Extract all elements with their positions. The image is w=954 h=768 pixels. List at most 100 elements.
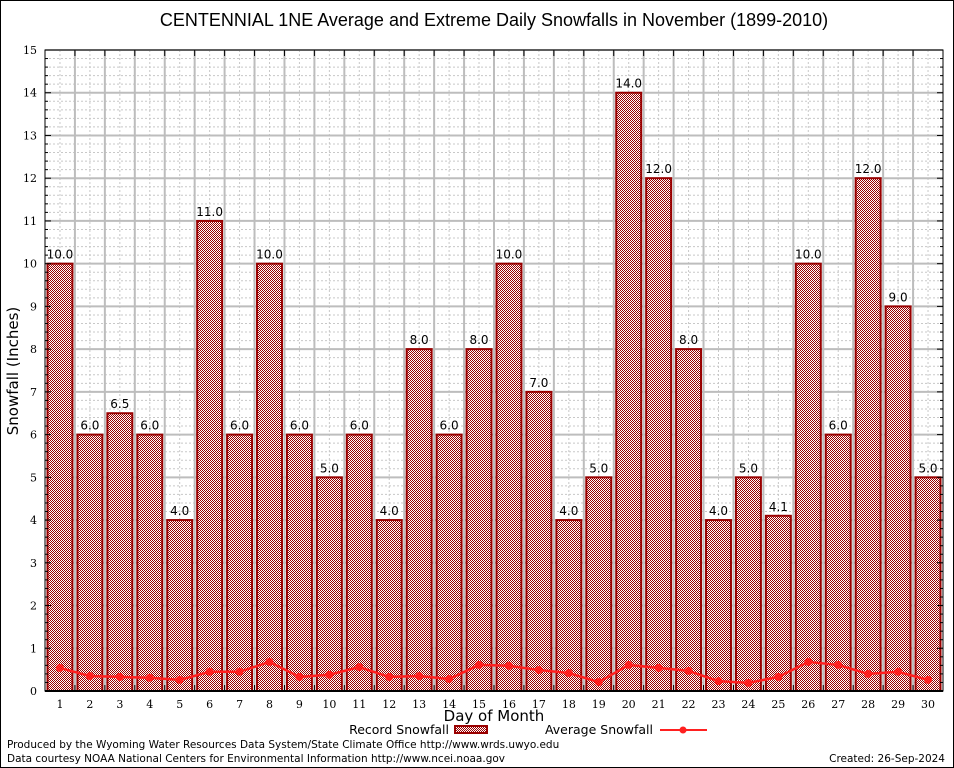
y-tick-label: 11 xyxy=(23,215,37,228)
bar-label-day-13: 8.0 xyxy=(410,333,429,347)
bar-label-day-7: 6.0 xyxy=(230,419,249,433)
average-line xyxy=(55,657,933,687)
bar-label-day-3: 6.5 xyxy=(110,397,129,411)
bar-record-day-21 xyxy=(645,177,673,692)
bar-record-day-30 xyxy=(914,476,942,693)
bar-label-day-8: 10.0 xyxy=(256,248,283,262)
average-point-day-20 xyxy=(624,660,633,669)
x-tick-label: 6 xyxy=(206,698,213,711)
bar-label-day-26: 10.0 xyxy=(795,248,822,262)
average-point-day-4 xyxy=(145,673,154,682)
y-tick-label: 3 xyxy=(30,557,37,570)
bar-label-day-20: 14.0 xyxy=(615,77,642,91)
x-tick-label: 14 xyxy=(442,698,456,711)
x-tick-label: 21 xyxy=(652,698,666,711)
legend: Record Snowfall Average Snowfall xyxy=(349,722,707,737)
bar-record-day-10 xyxy=(315,476,343,693)
average-snowfall-line xyxy=(59,660,929,685)
average-point-day-22 xyxy=(684,666,693,675)
average-point-day-27 xyxy=(834,660,843,669)
bar-label-day-11: 6.0 xyxy=(350,419,369,433)
bar-label-day-29: 9.0 xyxy=(889,290,908,304)
y-tick-label: 15 xyxy=(23,44,37,57)
bars xyxy=(46,91,942,693)
y-tick-label: 13 xyxy=(23,129,37,142)
average-point-day-5 xyxy=(175,675,184,684)
bar-record-day-3 xyxy=(106,412,134,692)
bar-label-day-25: 4.1 xyxy=(769,500,788,514)
bar-label-day-1: 10.0 xyxy=(47,248,74,262)
average-point-day-29 xyxy=(894,667,903,676)
average-point-day-10 xyxy=(325,670,334,679)
x-tick-label: 15 xyxy=(472,698,486,711)
average-point-day-14 xyxy=(445,675,454,684)
x-tick-label: 9 xyxy=(296,698,303,711)
bar-record-day-28 xyxy=(854,177,882,692)
x-tick-label: 1 xyxy=(56,698,63,711)
bar-record-day-9 xyxy=(285,433,313,692)
bar-record-day-17 xyxy=(525,390,553,692)
bar-record-day-8 xyxy=(256,262,283,692)
x-tick-label: 13 xyxy=(412,698,426,711)
average-point-day-16 xyxy=(504,661,513,670)
bar-label-day-6: 11.0 xyxy=(196,205,223,219)
bar-record-day-27 xyxy=(824,433,852,692)
bar-record-day-4 xyxy=(136,433,164,692)
bar-label-day-17: 7.0 xyxy=(529,376,548,390)
x-tick-label: 24 xyxy=(741,698,755,711)
bar-record-day-26 xyxy=(794,262,822,692)
average-point-day-3 xyxy=(115,672,124,681)
legend-record-label: Record Snowfall xyxy=(349,722,449,737)
bar-record-day-18 xyxy=(555,519,583,692)
bar-record-day-15 xyxy=(465,348,493,692)
y-tick-label: 2 xyxy=(30,600,37,613)
bar-label-day-28: 12.0 xyxy=(855,162,882,176)
average-point-day-15 xyxy=(475,660,484,669)
bar-label-day-4: 6.0 xyxy=(140,419,159,433)
bar-label-day-27: 6.0 xyxy=(829,419,848,433)
bar-label-day-23: 4.0 xyxy=(709,504,728,518)
footer-data-courtesy: Data courtesy NOAA National Centers for … xyxy=(7,753,505,765)
bar-record-day-6 xyxy=(196,219,224,693)
bar-label-day-22: 8.0 xyxy=(679,333,698,347)
x-tick-label: 10 xyxy=(322,698,336,711)
x-tick-label: 29 xyxy=(891,698,905,711)
bar-record-day-11 xyxy=(345,433,373,692)
bar-record-day-12 xyxy=(375,519,403,692)
x-tick-label: 17 xyxy=(532,698,546,711)
bar-label-day-2: 6.0 xyxy=(80,419,99,433)
bar-record-day-5 xyxy=(166,519,194,692)
bar-record-day-20 xyxy=(615,91,643,692)
x-tick-label: 4 xyxy=(146,698,153,711)
x-tick-label: 22 xyxy=(682,698,696,711)
x-tick-label: 3 xyxy=(116,698,123,711)
average-point-day-6 xyxy=(205,667,214,676)
bar-label-day-5: 4.0 xyxy=(170,504,189,518)
bar-label-day-9: 6.0 xyxy=(290,419,309,433)
y-tick-label: 9 xyxy=(30,300,37,313)
average-point-day-17 xyxy=(534,666,543,675)
bar-label-day-15: 8.0 xyxy=(469,333,488,347)
bar-label-day-10: 5.0 xyxy=(320,461,339,475)
y-tick-label: 8 xyxy=(30,343,37,356)
bar-record-day-1 xyxy=(46,262,74,692)
bar-labels: 10.0 6.0 6.5 6.0 4.0 11.0 6.0 10.0 6.0 5.0 6.0 4.0 8… xyxy=(47,77,938,518)
average-point-day-8 xyxy=(265,657,274,666)
bar-label-day-16: 10.0 xyxy=(496,248,523,262)
bar-record-day-13 xyxy=(405,348,433,692)
x-tick-label: 18 xyxy=(562,698,576,711)
x-tick-label: 19 xyxy=(592,698,606,711)
footer-created: Created: 26-Sep-2024 xyxy=(829,753,945,765)
bar-record-day-22 xyxy=(675,348,703,692)
average-point-day-9 xyxy=(295,672,304,681)
average-point-day-21 xyxy=(654,663,663,672)
bar-label-day-30: 5.0 xyxy=(918,461,937,475)
bar-record-day-7 xyxy=(226,433,254,692)
y-tick-label: 10 xyxy=(23,258,37,271)
x-tick-label: 23 xyxy=(712,698,726,711)
x-tick-label: 5 xyxy=(176,698,183,711)
average-point-day-1 xyxy=(55,663,64,672)
y-tick-label: 6 xyxy=(30,429,37,442)
average-point-day-18 xyxy=(564,669,573,678)
